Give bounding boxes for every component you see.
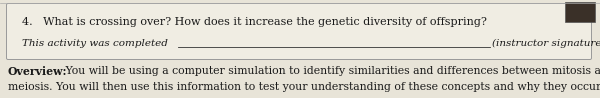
Text: (instructor signature): (instructor signature) [492,38,600,48]
FancyBboxPatch shape [565,2,595,22]
Text: This activity was completed: This activity was completed [22,39,168,48]
FancyBboxPatch shape [7,4,592,59]
Text: meiosis. You will then use this information to test your understanding of these : meiosis. You will then use this informat… [8,82,600,92]
Text: Overview:: Overview: [8,66,67,77]
Text: 4.   What is crossing over? How does it increase the genetic diversity of offspr: 4. What is crossing over? How does it in… [22,17,487,27]
Text: You will be using a computer simulation to identify similarities and differences: You will be using a computer simulation … [62,66,600,76]
